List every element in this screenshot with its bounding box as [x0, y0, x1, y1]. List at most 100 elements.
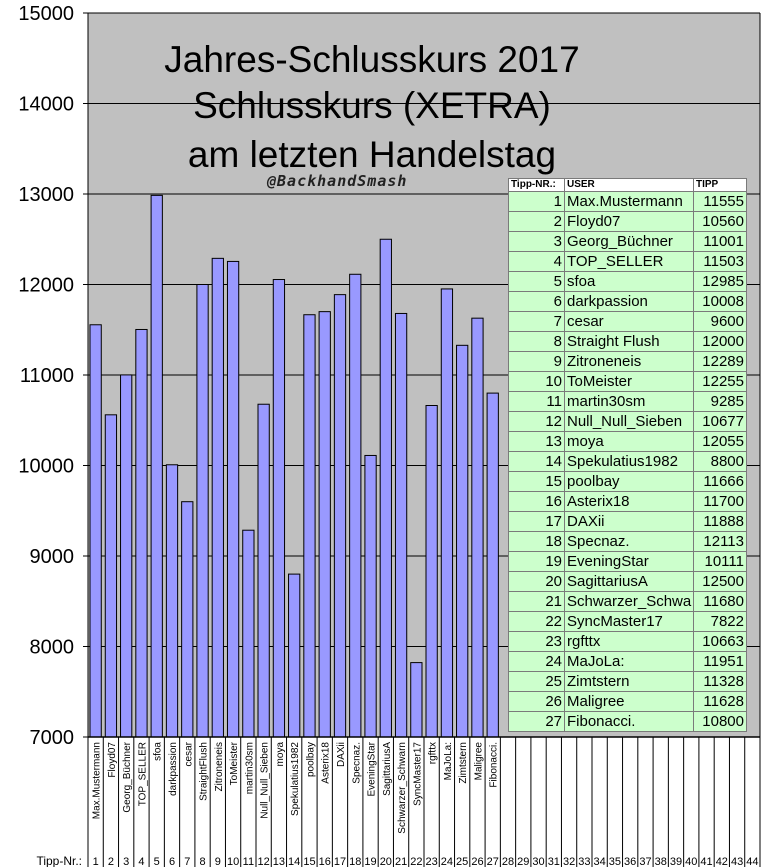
x-number-label: 13 — [273, 856, 285, 867]
bar — [364, 454, 377, 738]
category-label: TOP_SELLER — [137, 742, 148, 806]
x-number-label: 34 — [594, 856, 606, 867]
table-row: 14 Spekulatius1982 8800 — [508, 451, 747, 472]
table-cell-nr: 19 — [508, 551, 565, 572]
category-label: Null_Null_Sieben — [260, 742, 271, 819]
bar — [440, 288, 454, 738]
x-number-label: 7 — [184, 856, 190, 867]
table-cell-user: Straight Flush — [564, 331, 694, 352]
table-cell-nr: 23 — [508, 631, 565, 652]
table-cell-nr: 11 — [508, 391, 565, 412]
table-cell-tipp: 12255 — [693, 371, 747, 392]
table-cell-nr: 6 — [508, 291, 565, 312]
bar — [471, 317, 484, 738]
table-cell-user: Zimtstern — [564, 671, 694, 692]
category-label: Zitroneneis — [214, 742, 225, 791]
table-cell-tipp: 10677 — [693, 411, 747, 432]
x-number-label: 17 — [334, 856, 346, 867]
x-number-label: 43 — [731, 856, 743, 867]
bar — [257, 403, 270, 738]
table-cell-tipp: 11666 — [693, 471, 747, 492]
bar — [211, 257, 224, 738]
bar — [150, 194, 163, 738]
table-cell-user: Maligree — [564, 691, 694, 712]
bar — [89, 324, 102, 738]
table-row: 13 moya 12055 — [508, 431, 747, 452]
table-cell-nr: 8 — [508, 331, 565, 352]
table-cell-nr: 20 — [508, 571, 565, 592]
table-cell-user: moya — [564, 431, 694, 452]
table-cell-nr: 27 — [508, 711, 565, 732]
table-cell-nr: 7 — [508, 311, 565, 332]
category-label: Spekulatius1982 — [290, 742, 301, 816]
table-cell-tipp: 11700 — [693, 491, 747, 512]
x-number-label: 16 — [319, 856, 331, 867]
table-cell-tipp: 10008 — [693, 291, 747, 312]
table-cell-tipp: 11951 — [693, 651, 747, 672]
y-tick-label: 12000 — [18, 275, 74, 297]
y-tick-label: 9000 — [30, 546, 75, 568]
bar — [272, 279, 286, 738]
table-row: 23 rgfttx 10663 — [508, 631, 747, 652]
table-cell-nr: 18 — [508, 531, 565, 552]
table-cell-user: TOP_SELLER — [564, 251, 694, 272]
table-cell-user: ToMeister — [564, 371, 694, 392]
y-tick-label: 8000 — [30, 637, 75, 659]
table-cell-tipp: 11628 — [693, 691, 747, 712]
table-cell-nr: 12 — [508, 411, 565, 432]
table-cell-nr: 5 — [508, 271, 565, 292]
category-label: StraightFlush — [199, 742, 210, 801]
table-row: 25 Zimtstern 11328 — [508, 671, 747, 692]
table-cell-nr: 25 — [508, 671, 565, 692]
x-number-label: 39 — [670, 856, 682, 867]
table-cell-tipp: 11503 — [693, 251, 747, 272]
table-cell-nr: 3 — [508, 231, 565, 252]
table-cell-tipp: 10560 — [693, 211, 747, 232]
x-number-label: 28 — [502, 856, 514, 867]
x-number-label: 15 — [303, 856, 315, 867]
x-number-label: 20 — [380, 856, 392, 867]
y-tick-label: 10000 — [18, 456, 74, 478]
table-row: 9 Zitroneneis 12289 — [508, 351, 747, 372]
bar — [242, 529, 255, 738]
table-cell-nr: 9 — [508, 351, 565, 372]
x-number-label: 26 — [471, 856, 483, 867]
table-cell-nr: 1 — [508, 191, 565, 212]
table-cell-user: Specnaz. — [564, 531, 694, 552]
table-row: 18 Specnaz. 12113 — [508, 531, 747, 552]
x-number-label: 6 — [169, 856, 175, 867]
x-number-label: 27 — [487, 856, 499, 867]
x-number-label: 4 — [138, 856, 144, 867]
table-row: 7 cesar 9600 — [508, 311, 747, 332]
category-label: Floyd07 — [107, 742, 118, 778]
header-user: USER — [564, 178, 694, 192]
category-label: Max.Mustermann — [92, 742, 103, 819]
table-cell-nr: 24 — [508, 651, 565, 672]
table-row: 15 poolbay 11666 — [508, 471, 747, 492]
table-cell-user: EveningStar — [564, 551, 694, 572]
table-cell-nr: 4 — [508, 251, 565, 272]
table-cell-tipp: 11001 — [693, 231, 747, 252]
table-cell-tipp: 10111 — [693, 551, 747, 572]
table-row: 27 Fibonacci. 10800 — [508, 711, 747, 732]
y-tick-label: 14000 — [18, 94, 74, 116]
category-label: sfoa — [153, 742, 164, 761]
table-cell-nr: 26 — [508, 691, 565, 712]
table-cell-user: cesar — [564, 311, 694, 332]
x-number-label: 41 — [700, 856, 712, 867]
category-label: DAXii — [336, 742, 347, 767]
x-number-label: 18 — [349, 856, 361, 867]
table-row: 26 Maligree 11628 — [508, 691, 747, 712]
table-cell-tipp: 10663 — [693, 631, 747, 652]
table-row: 24 MaJoLa: 11951 — [508, 651, 747, 672]
x-number-label: 9 — [215, 856, 221, 867]
x-number-label: 10 — [227, 856, 239, 867]
table-cell-nr: 10 — [508, 371, 565, 392]
x-number-label: 3 — [123, 856, 129, 867]
table-cell-tipp: 12113 — [693, 531, 747, 552]
table-cell-user: rgfttx — [564, 631, 694, 652]
table-cell-tipp: 12289 — [693, 351, 747, 372]
x-number-label: 32 — [563, 856, 575, 867]
credit-watermark: @BackhandSmash — [267, 172, 408, 190]
bar — [410, 662, 423, 738]
